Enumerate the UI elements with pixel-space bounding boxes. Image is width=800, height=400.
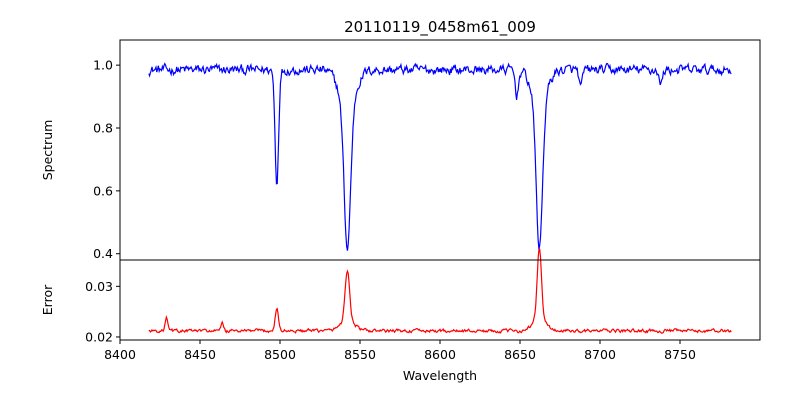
x-tick-label: 8600 — [424, 347, 456, 362]
error-y-axis-label: Error — [40, 284, 55, 315]
spectrum-y-tick-label: 0.4 — [93, 246, 113, 261]
x-tick-label: 8700 — [584, 347, 616, 362]
x-tick-label: 8500 — [264, 347, 296, 362]
x-ticks: 8400 8450 8500 8550 8600 8650 8700 8750 — [104, 340, 696, 362]
spectrum-y-ticks: 0.4 0.6 0.8 1.0 — [93, 58, 120, 261]
x-axis-label: Wavelength — [403, 368, 477, 383]
x-tick-label: 8550 — [344, 347, 376, 362]
spectrum-y-axis-label: Spectrum — [40, 120, 55, 181]
error-y-tick-label: 0.02 — [85, 329, 113, 344]
spectrum-y-tick-label: 0.6 — [93, 183, 113, 198]
x-tick-label: 8650 — [504, 347, 536, 362]
error-panel: 0.02 0.03 Error — [40, 248, 761, 344]
chart-title: 20110119_0458m61_009 — [344, 18, 536, 37]
spectrum-y-tick-label: 0.8 — [93, 121, 113, 136]
x-tick-label: 8400 — [104, 347, 136, 362]
x-tick-label: 8450 — [184, 347, 216, 362]
error-series-line — [148, 248, 732, 334]
spectrum-y-tick-label: 1.0 — [93, 58, 113, 73]
error-y-tick-label: 0.03 — [85, 279, 113, 294]
spectrum-series-line — [148, 62, 732, 251]
x-tick-label: 8750 — [664, 347, 696, 362]
error-y-ticks: 0.02 0.03 — [85, 279, 120, 344]
